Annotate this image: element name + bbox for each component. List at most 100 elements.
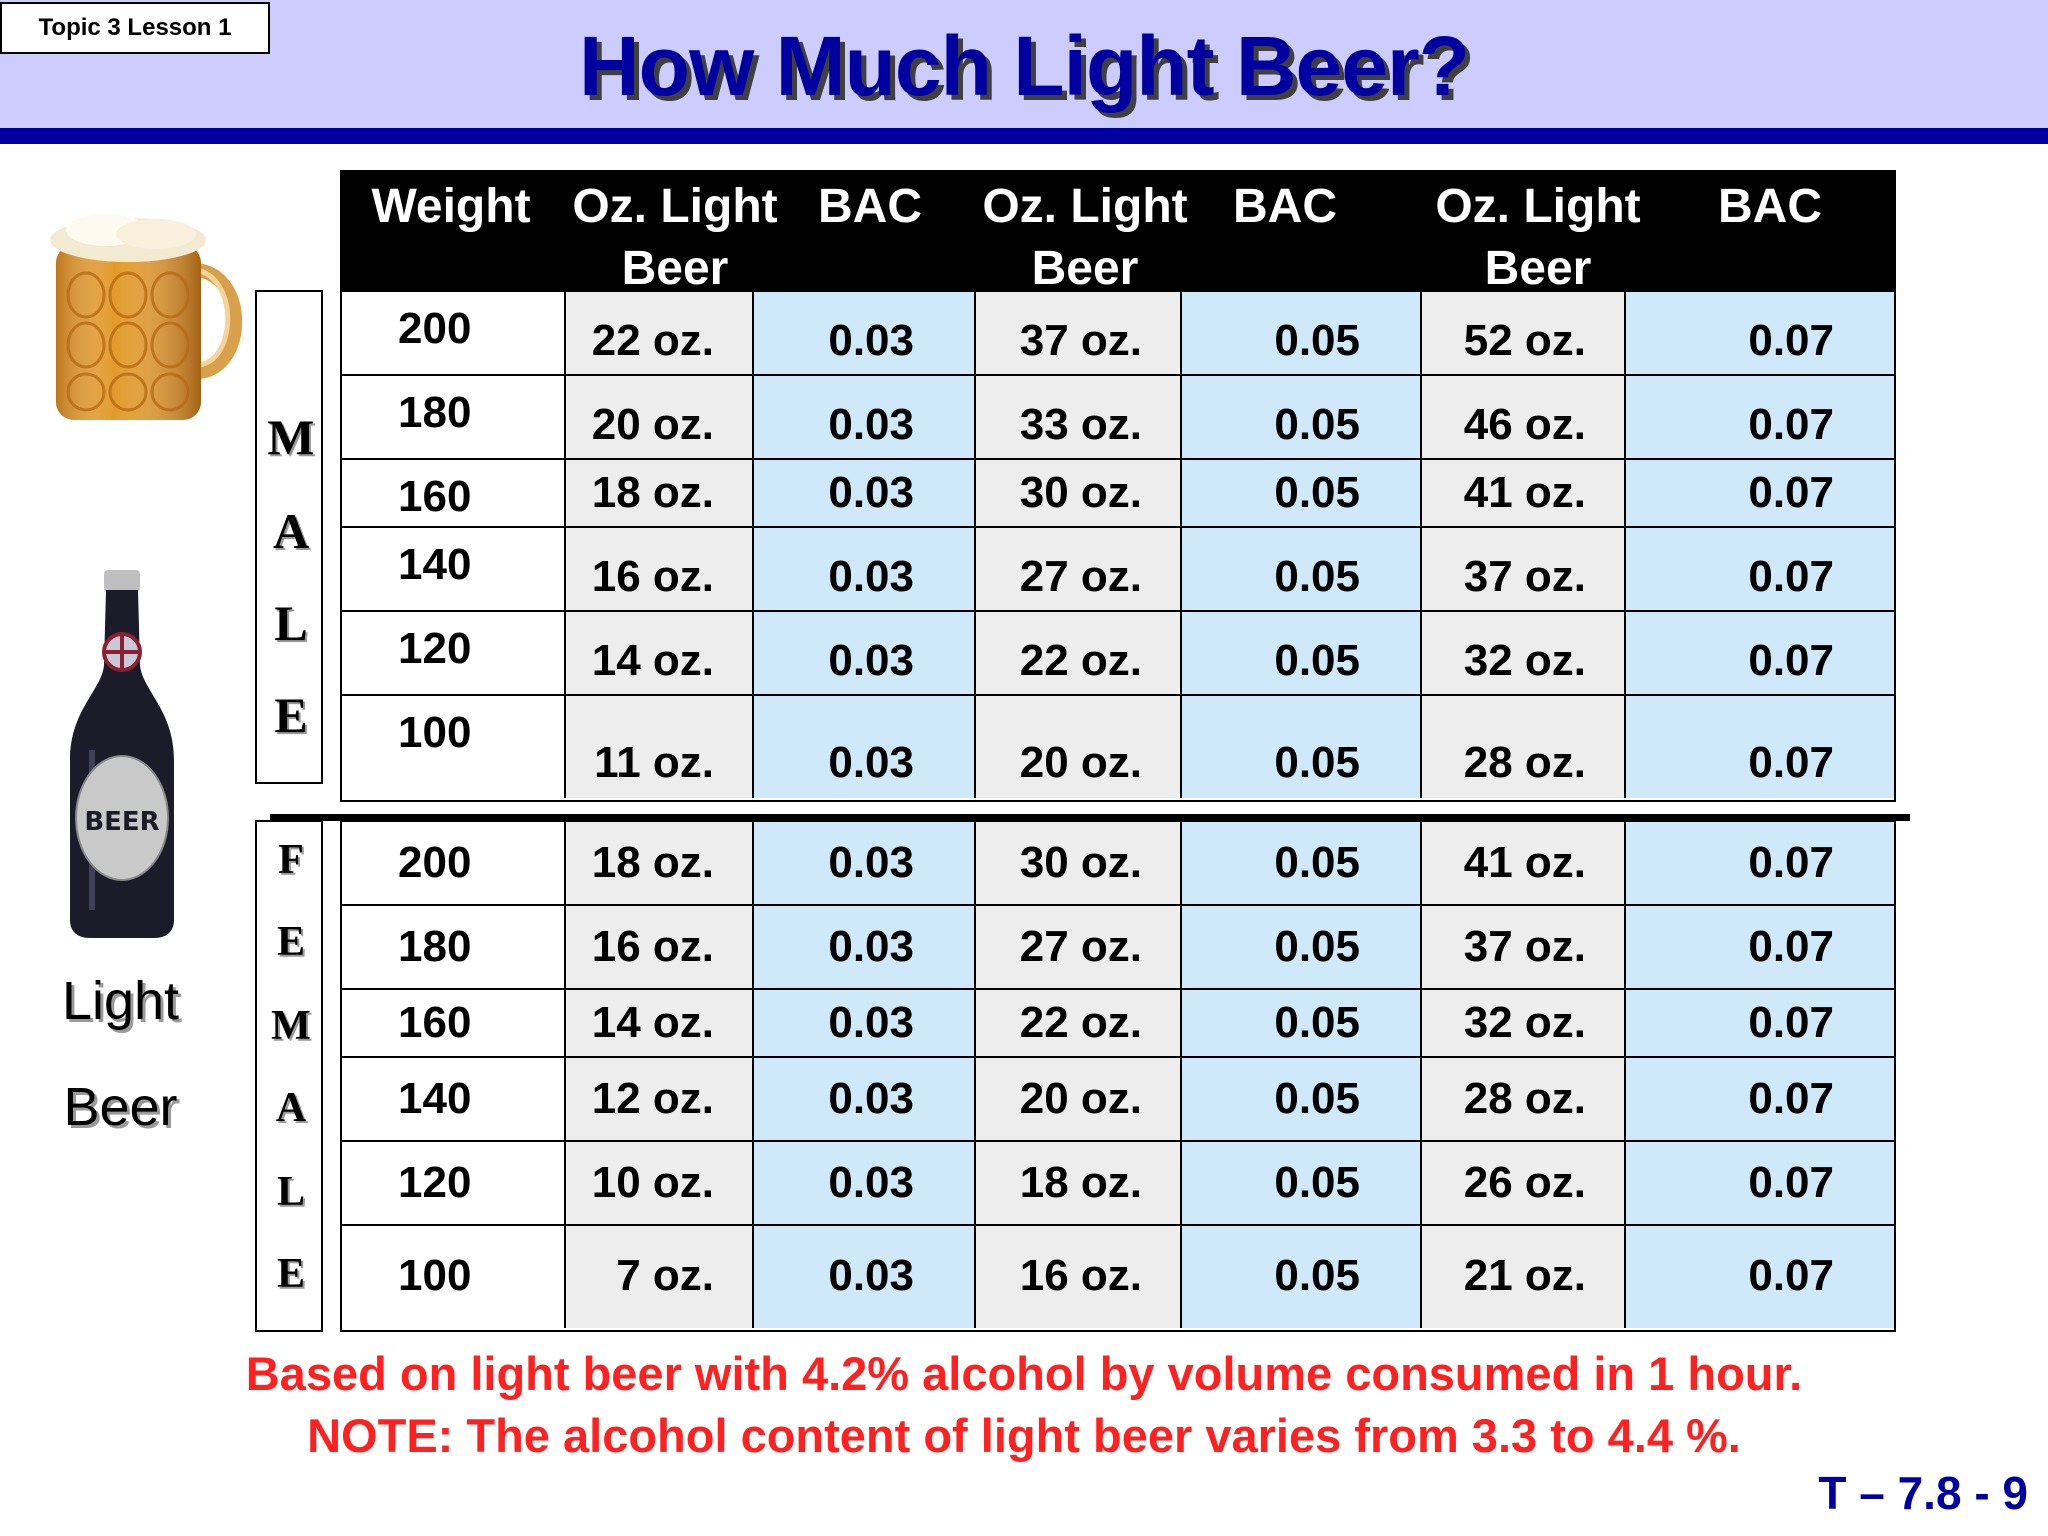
oz-cell: 32 oz. [1420, 990, 1624, 1056]
cell-text: 22 oz. [1019, 636, 1142, 685]
cell-text: 0.05 [1274, 838, 1360, 887]
oz-cell: 16 oz. [564, 906, 752, 988]
oz-cell: 16 oz. [564, 528, 752, 610]
table-row: 140 12 oz. 0.03 20 oz. 0.05 28 oz. 0.07 [342, 1058, 1894, 1142]
oz-cell: 46 oz. [1420, 376, 1624, 458]
cell-text: 0.07 [1748, 922, 1834, 971]
cell-text: 200 [398, 838, 472, 887]
table-row: 200 22 oz. 0.03 37 oz. 0.05 52 oz. 0.07 [342, 292, 1894, 376]
male-table: 200 22 oz. 0.03 37 oz. 0.05 52 oz. 0.07 180 20 o… [340, 290, 1896, 802]
oz-cell: 41 oz. [1420, 822, 1624, 904]
cell-text: 0.03 [828, 1158, 914, 1207]
table-row: 140 16 oz. 0.03 27 oz. 0.05 37 oz. 0.07 [342, 528, 1894, 612]
oz-cell: 20 oz. [974, 1058, 1180, 1140]
footnote-line1: Based on light beer with 4.2% alcohol by… [245, 1347, 1803, 1400]
cell-text: 0.05 [1274, 1158, 1360, 1207]
cell-text: 52 oz. [1463, 316, 1586, 365]
bac-cell: 0.05 [1180, 990, 1420, 1056]
oz-cell: 32 oz. [1420, 612, 1624, 694]
cell-text: 0.03 [828, 400, 914, 449]
cell-text: 0.05 [1274, 738, 1360, 787]
oz-cell: 16 oz. [974, 1226, 1180, 1328]
cell-text: 33 oz. [1019, 400, 1142, 449]
table-row: 180 20 oz. 0.03 33 oz. 0.05 46 oz. 0.07 [342, 376, 1894, 460]
bac-cell: 0.03 [752, 376, 974, 458]
beer-bottle-icon: BEER [70, 570, 174, 938]
oz-cell: 30 oz. [974, 460, 1180, 526]
cell-text: 180 [398, 388, 472, 437]
bac-cell: 0.07 [1624, 376, 1894, 458]
weight-cell: 100 [342, 1226, 564, 1328]
bac-cell: 0.07 [1624, 1058, 1894, 1140]
cell-text: 10 oz. [591, 1158, 714, 1207]
cell-text: 0.05 [1274, 998, 1360, 1047]
oz-cell: 14 oz. [564, 990, 752, 1056]
cell-text: 12 oz. [591, 1074, 714, 1123]
table-row: 160 18 oz. 0.03 30 oz. 0.05 41 oz. 0.07 [342, 460, 1894, 528]
table-row: 100 7 oz. 0.03 16 oz. 0.05 21 oz. 0.07 [342, 1226, 1894, 1328]
cell-text: 0.05 [1274, 468, 1360, 517]
cell-text: 0.03 [828, 552, 914, 601]
cell-text: 37 oz. [1463, 552, 1586, 601]
weight-cell: 140 [342, 528, 564, 610]
cell-text: 160 [398, 998, 472, 1047]
female-letter: L [276, 1169, 305, 1215]
cell-text: 0.05 [1274, 1251, 1360, 1300]
cell-text: 0.05 [1274, 316, 1360, 365]
cell-text: 0.05 [1274, 636, 1360, 685]
weight-cell: 200 [342, 292, 564, 374]
table-header: Weight Oz. Light Beer BAC Oz. Light Beer B… [340, 170, 1896, 295]
bac-cell: 0.05 [1180, 292, 1420, 374]
header-bac-1: BAC [818, 180, 922, 233]
bac-cell: 0.03 [752, 460, 974, 526]
header-band [0, 0, 2048, 128]
footnote-line2: NOTE: The alcohol content of light beer … [307, 1409, 1741, 1462]
oz-cell: 37 oz. [1420, 906, 1624, 988]
cell-text: 0.07 [1748, 636, 1834, 685]
oz-cell: 22 oz. [974, 990, 1180, 1056]
bac-cell: 0.05 [1180, 906, 1420, 988]
cell-text: 20 oz. [1019, 1074, 1142, 1123]
male-letter: A [272, 503, 310, 559]
cell-text: 20 oz. [591, 400, 714, 449]
cell-text: 0.07 [1748, 1074, 1834, 1123]
cell-text: 140 [398, 1074, 472, 1123]
beer-mug-icon [50, 214, 243, 420]
oz-cell: 20 oz. [564, 376, 752, 458]
weight-cell: 180 [342, 906, 564, 988]
cell-text: 0.07 [1748, 468, 1834, 517]
cell-text: 160 [398, 472, 472, 521]
bac-cell: 0.03 [752, 612, 974, 694]
cell-text: 41 oz. [1463, 468, 1586, 517]
cell-text: 0.03 [828, 838, 914, 887]
male-label-box: M A L E [255, 290, 323, 784]
cell-text: 18 oz. [1019, 1158, 1142, 1207]
male-letter: E [274, 687, 308, 743]
cell-text: 0.03 [828, 1251, 914, 1300]
weight-cell: 160 [342, 460, 564, 526]
bac-cell: 0.05 [1180, 696, 1420, 798]
cell-text: 46 oz. [1463, 400, 1586, 449]
cell-text: 0.07 [1748, 838, 1834, 887]
cell-text: 0.07 [1748, 998, 1834, 1047]
table-row: 100 11 oz. 0.03 20 oz. 0.05 28 oz. 0.07 [342, 696, 1894, 798]
cell-text: 28 oz. [1463, 1074, 1586, 1123]
weight-cell: 100 [342, 696, 564, 798]
bac-cell: 0.07 [1624, 822, 1894, 904]
oz-cell: 10 oz. [564, 1142, 752, 1224]
bac-cell: 0.03 [752, 696, 974, 798]
oz-cell: 22 oz. [974, 612, 1180, 694]
bac-cell: 0.03 [752, 528, 974, 610]
bac-cell: 0.05 [1180, 460, 1420, 526]
table-row: 120 14 oz. 0.03 22 oz. 0.05 32 oz. 0.07 [342, 612, 1894, 696]
weight-cell: 160 [342, 990, 564, 1056]
oz-cell: 7 oz. [564, 1226, 752, 1328]
cell-text: 100 [398, 1251, 472, 1300]
oz-cell: 22 oz. [564, 292, 752, 374]
weight-cell: 180 [342, 376, 564, 458]
cell-text: 0.03 [828, 316, 914, 365]
weight-cell: 120 [342, 1142, 564, 1224]
side-caption-line1: Light [61, 971, 180, 1031]
cell-text: 0.07 [1748, 400, 1834, 449]
cell-text: 30 oz. [1019, 468, 1142, 517]
